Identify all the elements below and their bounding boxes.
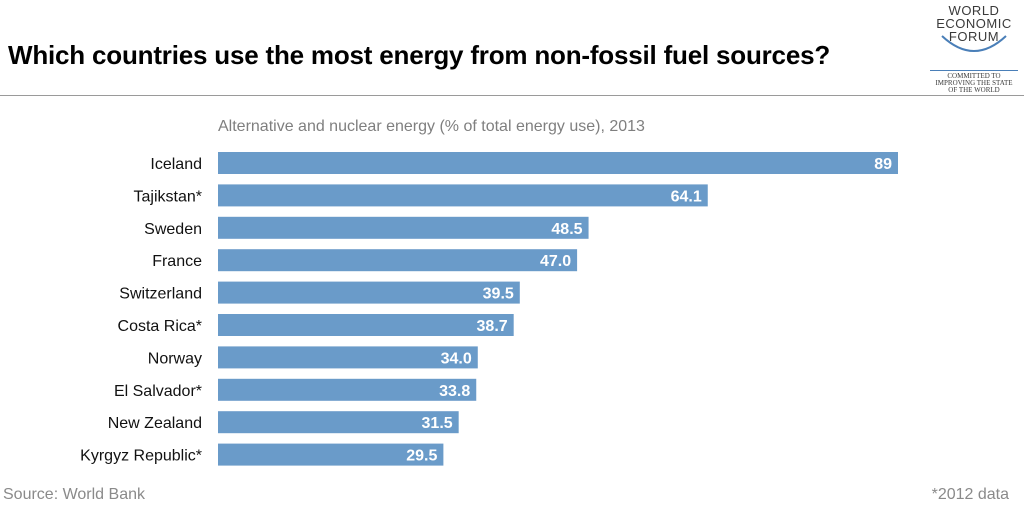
category-label: Costa Rica*: [118, 318, 202, 335]
bar: [218, 281, 520, 304]
logo-divider: [930, 70, 1018, 71]
logo-arc-icon: [941, 35, 1007, 52]
bar: [218, 152, 898, 174]
category-label: El Salvador*: [114, 383, 202, 400]
footnote: *2012 data: [931, 486, 1009, 503]
bar: [218, 411, 459, 434]
data-label: 38.7: [477, 318, 508, 335]
logo-tagline-1: COMMITTED TO: [947, 72, 1001, 80]
chart-subtitle: Alternative and nuclear energy (% of tot…: [218, 118, 645, 135]
data-label: 31.5: [422, 415, 453, 432]
category-label: Sweden: [144, 221, 202, 238]
bar: [218, 184, 708, 207]
data-label: 48.5: [551, 221, 582, 238]
source-note: Source: World Bank: [3, 486, 145, 503]
data-label: 64.1: [671, 188, 702, 205]
logo-line-2: ECONOMIC: [936, 16, 1012, 31]
bar-chart: Iceland 89 Tajikstan* 64.1 Sweden 48.5 France 4…: [80, 152, 898, 466]
logo-line-3: FORUM: [948, 29, 1000, 44]
logo-tagline: COMMITTED TO IMPROVING THE STATE OF THE …: [928, 73, 1020, 94]
logo-wordmark: WORLD ECONOMIC FORUM: [928, 4, 1020, 43]
category-label: Iceland: [150, 156, 202, 173]
category-label: Tajikstan*: [134, 188, 202, 205]
wef-logo: WORLD ECONOMIC FORUM COMMITTED TO IMPROV…: [928, 4, 1020, 94]
category-label: France: [152, 253, 202, 270]
logo-tagline-3: OF THE WORLD: [948, 86, 1000, 94]
data-label: 29.5: [406, 448, 437, 465]
bar: [218, 314, 514, 336]
logo-tagline-2: IMPROVING THE STATE: [935, 79, 1013, 87]
logo-line-1: WORLD: [948, 3, 1000, 18]
bar: [218, 346, 478, 369]
bar: [218, 378, 477, 401]
category-label: Norway: [148, 350, 202, 367]
category-label: Kyrgyz Republic*: [80, 448, 202, 465]
data-label: 89: [874, 156, 892, 173]
data-label: 47.0: [540, 253, 571, 270]
data-label: 39.5: [483, 286, 514, 303]
data-label: 33.8: [439, 383, 470, 400]
bar: [218, 443, 444, 466]
category-label: New Zealand: [108, 415, 202, 432]
category-label: Switzerland: [119, 286, 202, 303]
bar: [218, 216, 589, 239]
data-label: 34.0: [441, 350, 472, 367]
bar: [218, 249, 578, 272]
title-divider: [0, 95, 1024, 96]
chart-title: Which countries use the most energy from…: [8, 40, 831, 70]
